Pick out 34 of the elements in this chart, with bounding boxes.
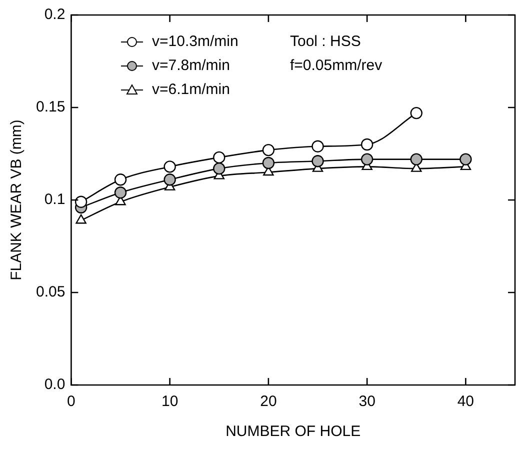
point [360, 138, 374, 151]
point [312, 155, 324, 168]
point [262, 156, 275, 170]
y-axis-title: FLANK WEAR VB (mm) [8, 120, 26, 280]
point [262, 144, 275, 156]
point [213, 162, 226, 175]
y-tick-label: 0.1 [44, 191, 66, 208]
point [114, 174, 127, 186]
point [76, 214, 86, 224]
y-tick-label: 0.15 [36, 98, 66, 116]
point [164, 174, 176, 186]
annotation: Tool : HSS [290, 32, 362, 52]
x-axis-title: NUMBER OF HOLE [226, 423, 361, 440]
y-tick-label: 0.0 [44, 376, 66, 394]
annotation: f=0.05mm/rev [290, 56, 382, 76]
point [410, 153, 422, 166]
x-tick-label: 0 [67, 393, 76, 410]
point [74, 196, 88, 208]
x-tick-label: 30 [358, 393, 376, 410]
legend-label: v=7.8m/min [152, 57, 230, 74]
legend-label: v=6.1m/min [152, 81, 230, 98]
x-tick-label: 10 [161, 393, 178, 410]
point [114, 186, 127, 199]
point [410, 106, 422, 120]
point [360, 153, 374, 166]
x-tick-label: 20 [260, 393, 277, 410]
point [312, 140, 324, 152]
point [460, 153, 472, 166]
y-tick-label: 0.05 [36, 284, 66, 301]
point [164, 160, 176, 173]
point [213, 151, 226, 164]
y-tick-label: 0.2 [44, 6, 66, 24]
x-tick-label: 40 [457, 393, 474, 410]
legend-label: v=10.3m/min [152, 33, 238, 50]
